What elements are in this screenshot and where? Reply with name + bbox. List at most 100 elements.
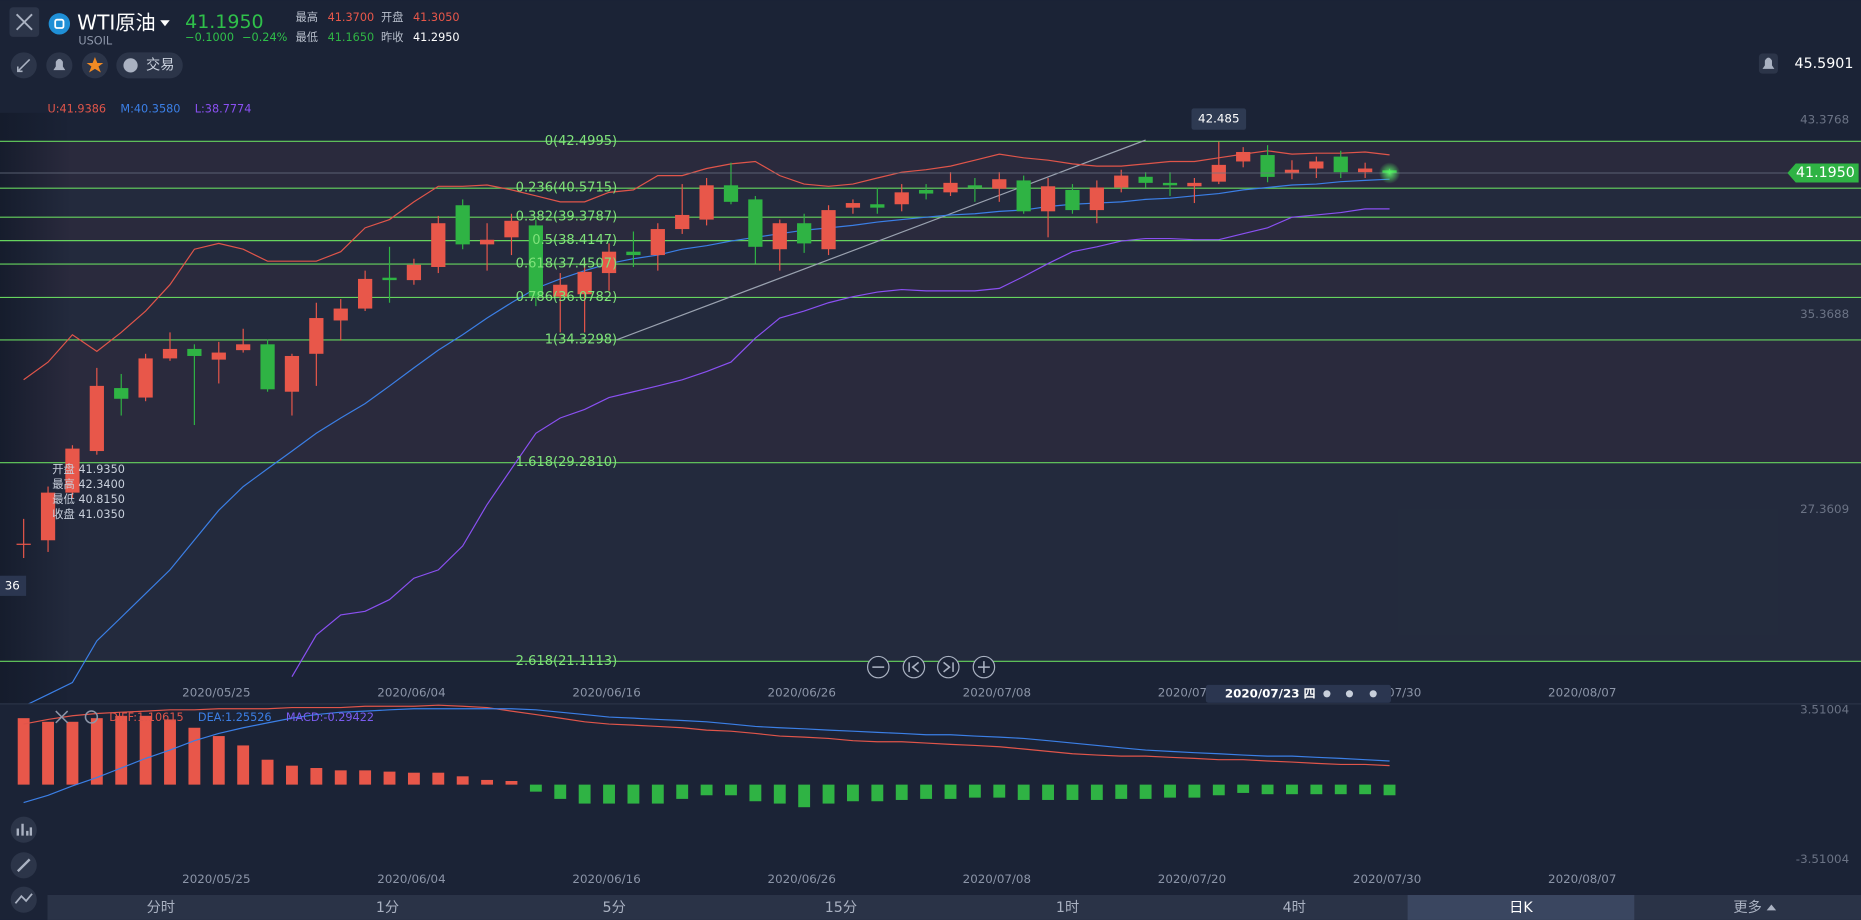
legend-entry: DEA:1.25526 (198, 711, 272, 724)
macd-bar (66, 721, 79, 785)
tab-more-arrow[interactable] (1766, 904, 1777, 911)
legend-entry: L:38.7774 (195, 102, 252, 115)
crosshair-dot (1323, 690, 1331, 698)
macd-bar (90, 718, 103, 785)
candle-body (992, 179, 1007, 189)
candle-body (406, 264, 422, 281)
fib-label: 1.618(29.2810) (516, 455, 617, 470)
tab-label[interactable]: 日K (1509, 900, 1533, 916)
macd-bar (1212, 784, 1225, 796)
fib-label: 0(42.4995) (545, 134, 617, 149)
tooltip-value: 41.9350 (78, 463, 125, 476)
candle-body (528, 225, 543, 297)
candle-body (1284, 169, 1300, 174)
candle-body (943, 182, 958, 193)
macd-bar (749, 784, 762, 802)
x-tick-label: 2020/06/26 (768, 686, 836, 700)
macd-bar (481, 779, 494, 785)
candle-body (577, 271, 592, 295)
symbol-logo (48, 13, 71, 35)
logo-glyph (54, 18, 65, 29)
candle-body (479, 239, 495, 245)
crosshair-x-label: 2020/07/23 四 (1225, 686, 1316, 700)
alert-price: 45.5901 (1795, 56, 1854, 72)
macd-bar (1310, 784, 1323, 795)
candle-body (16, 543, 31, 545)
macd-bar (1237, 784, 1250, 793)
candle-body (772, 223, 787, 250)
candle-body (455, 205, 470, 245)
stat-label: 昨收 (381, 30, 404, 44)
macd-bar (798, 784, 811, 808)
candle-body (821, 210, 836, 250)
stat-value: 41.1650 (328, 31, 375, 44)
tab-label[interactable]: 15分 (825, 899, 857, 916)
candle-body (1260, 155, 1275, 177)
fib-band (0, 463, 1861, 662)
candle-body (1333, 156, 1348, 173)
tab-label[interactable]: 更多 (1733, 899, 1761, 916)
fib-label: 0.786(36.0782) (516, 290, 617, 305)
x-tick-label: 2020/06/16 (572, 686, 640, 700)
legend-entry: DIFF:1.10615 (109, 711, 183, 724)
trend-line (616, 139, 1146, 341)
zoom-icon (943, 661, 954, 673)
symbol-dropdown[interactable] (160, 20, 170, 27)
draw-tool-icon (17, 58, 31, 73)
tooltip-label: 最高 (52, 477, 75, 491)
candle-body (1358, 168, 1373, 173)
macd-bar (383, 771, 396, 785)
tab-label[interactable]: 分时 (147, 899, 175, 916)
macd-bar (920, 784, 933, 799)
tab-label[interactable]: 4时 (1283, 899, 1306, 916)
fib-label: 1(34.3298) (545, 332, 617, 347)
symbol-name[interactable]: WTI原油 (77, 10, 155, 34)
macd-bar (42, 721, 54, 785)
fib-band (0, 264, 1861, 298)
macd-bar (310, 768, 323, 785)
period-tabs: 分时 1分 5分 15分 1时 4时 日K 更多 (47, 894, 1861, 920)
x-tick-label: 2020/06/26 (768, 872, 836, 886)
current-price-tag (1787, 163, 1859, 183)
legend-entry: MACD:-0.29422 (286, 711, 374, 724)
macd-bar (554, 784, 567, 799)
macd-bar (237, 745, 250, 785)
crosshair-x-box (1205, 684, 1392, 703)
tab-label[interactable]: 1分 (376, 899, 399, 916)
stat-value: 41.3050 (413, 11, 460, 24)
bell-icon (53, 58, 66, 71)
macd-bar (334, 770, 347, 785)
fib-band (0, 297, 1861, 340)
crosshair-dot (1369, 690, 1377, 698)
stat-value: 41.3700 (328, 11, 375, 24)
x-tick-label: 2020/07/08 (963, 686, 1031, 700)
tab-label[interactable]: 5分 (603, 899, 626, 916)
candle-body (284, 355, 300, 392)
pen-icon (16, 858, 31, 873)
tab-label[interactable]: 1时 (1056, 899, 1079, 916)
candle-body (1162, 182, 1178, 186)
macd-settings[interactable] (84, 710, 99, 724)
star-icon (86, 57, 104, 73)
zoom-icon (908, 661, 920, 673)
candle-body (65, 448, 80, 493)
macd-bar (895, 784, 908, 800)
candle-body (1065, 189, 1080, 211)
macd-bar (164, 719, 176, 785)
legend-entry: U:41.9386 (47, 102, 106, 115)
y-tick-label: 3.51004 (1800, 702, 1849, 716)
macd-close[interactable] (55, 710, 69, 724)
macd-bar (603, 784, 615, 804)
x-tick-label: 2020/07/20 (1158, 872, 1226, 886)
macd-bar (359, 770, 372, 785)
macd-bar (773, 784, 786, 804)
fib-band (0, 339, 1861, 463)
trade-label[interactable]: 交易 (146, 55, 174, 73)
tab-active[interactable] (1407, 894, 1635, 920)
candle-body (797, 223, 812, 244)
candle-body (333, 308, 348, 321)
candle-body (260, 344, 275, 390)
stats: 最高 41.3700 开盘 41.3050 最低 41.1650 昨收 41.2950 (296, 10, 460, 44)
fib-band (0, 241, 1861, 264)
